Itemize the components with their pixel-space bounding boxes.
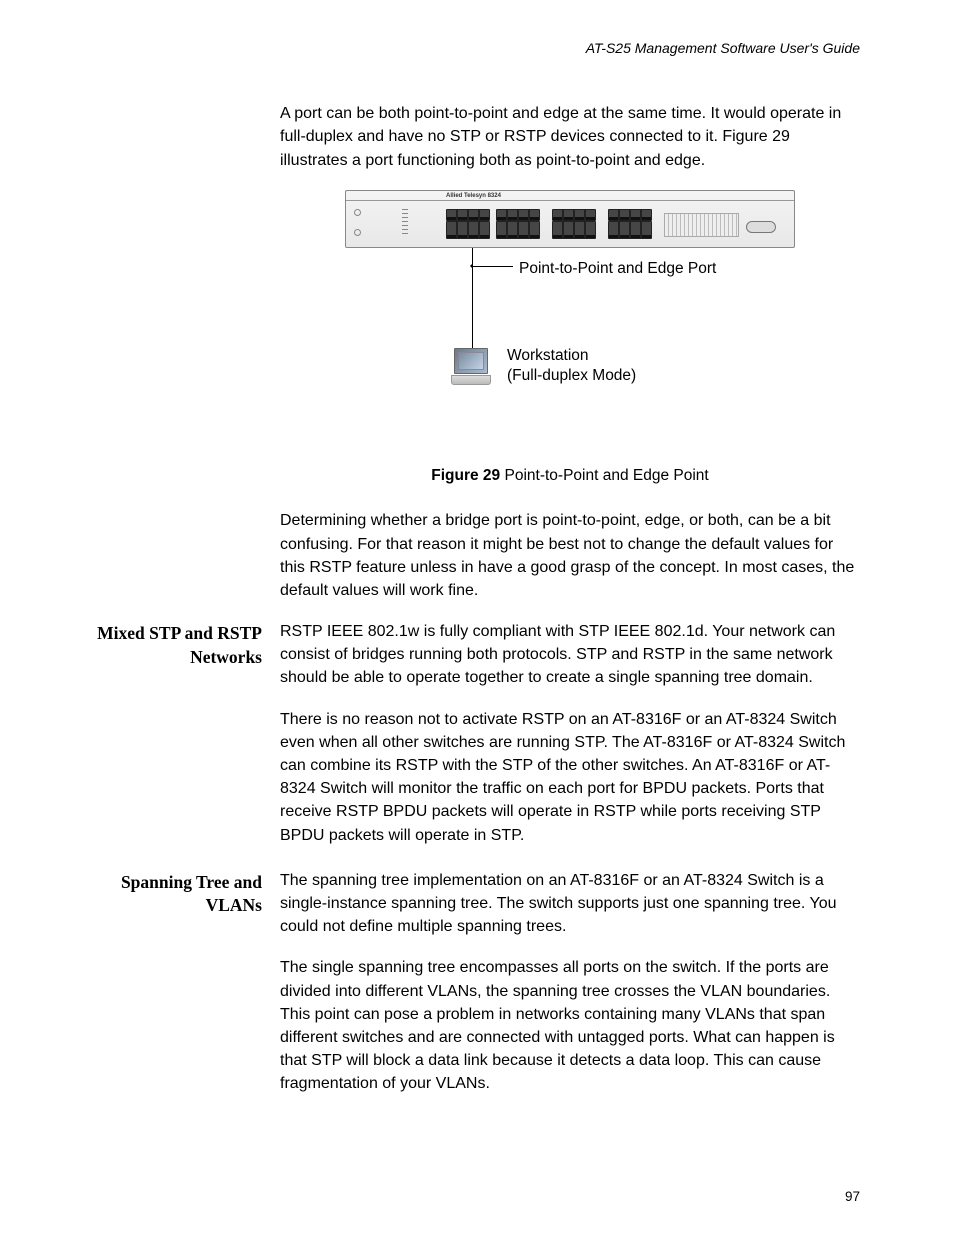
figure-caption: Figure 29 Point-to-Point and Edge Point [280, 465, 860, 487]
section-paragraph: The spanning tree implementation on an A… [280, 869, 860, 939]
main-content: A port can be both point-to-point and ed… [280, 102, 860, 1095]
label-point-to-point: Point-to-Point and Edge Port [519, 258, 716, 280]
section-paragraph: RSTP IEEE 802.1w is fully compliant with… [280, 620, 860, 690]
figure-29: Allied Telesyn 8324 Point-to-Point and E… [280, 190, 860, 487]
section-paragraph: There is no reason not to activate RSTP … [280, 708, 860, 847]
switch-graphic: Allied Telesyn 8324 [345, 190, 795, 248]
workstation-graphic [448, 348, 494, 390]
page-number: 97 [845, 1187, 860, 1207]
after-figure-paragraph: Determining whether a bridge port is poi… [280, 509, 860, 602]
section-heading: Mixed STP and RSTP Networks [96, 620, 280, 847]
section-spanning-tree-vlans: Spanning Tree and VLANs The spanning tre… [280, 869, 860, 1096]
section-heading: Spanning Tree and VLANs [96, 869, 280, 1096]
section-mixed-stp-rstp: Mixed STP and RSTP Networks RSTP IEEE 80… [280, 620, 860, 847]
callout-arrow [473, 266, 513, 267]
page-header: AT-S25 Management Software User's Guide [96, 38, 860, 58]
section-paragraph: The single spanning tree encompasses all… [280, 956, 860, 1095]
label-workstation: Workstation (Full-duplex Mode) [507, 346, 636, 386]
intro-paragraph: A port can be both point-to-point and ed… [280, 102, 860, 172]
